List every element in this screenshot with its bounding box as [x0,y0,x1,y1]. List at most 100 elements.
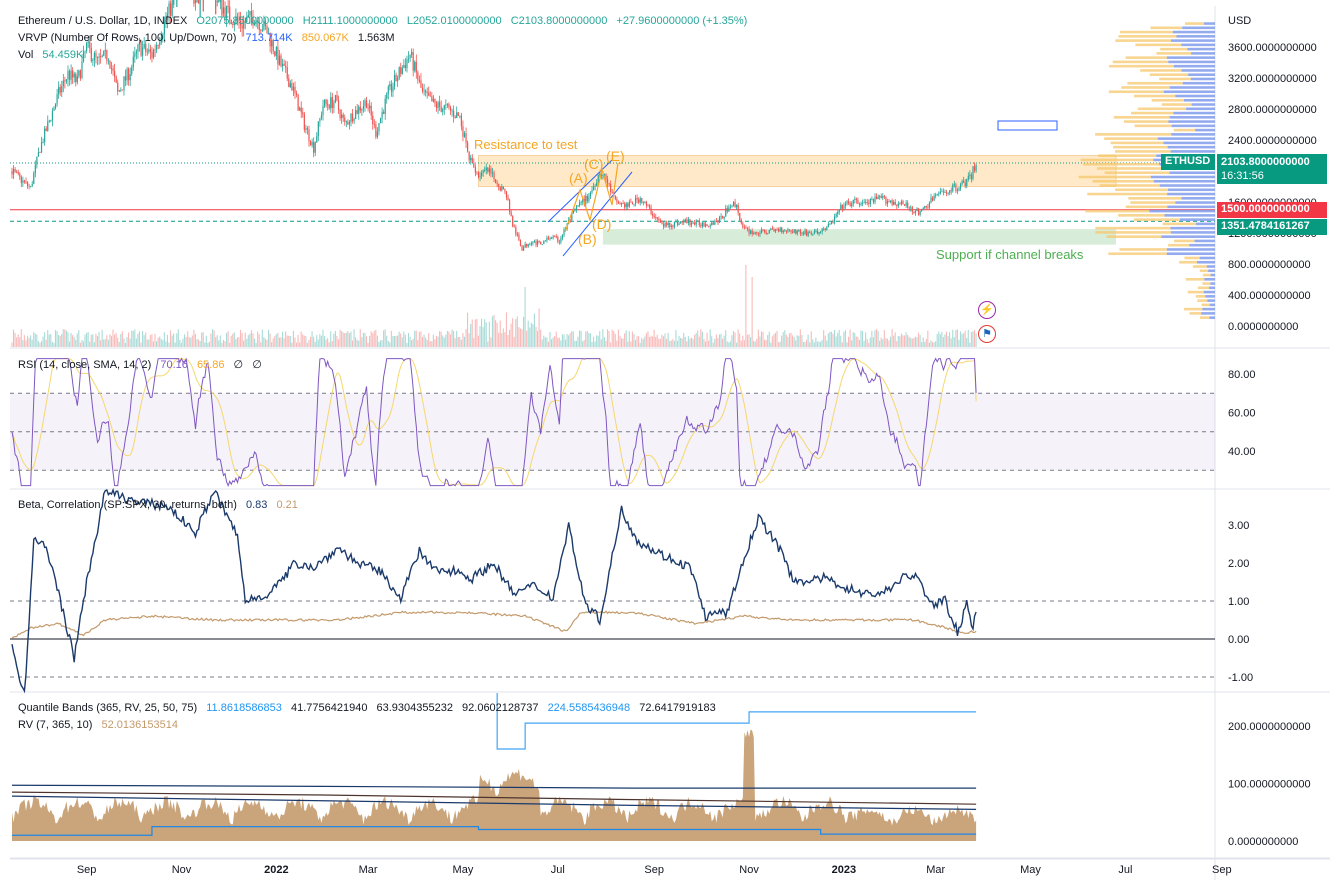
candle-body [619,203,621,205]
wave-label-e[interactable]: (E) [606,148,625,164]
volume-bar [309,336,312,347]
volume-bar [365,336,368,347]
volume-bar [826,340,828,347]
volume-bar [650,335,652,347]
candle-body [821,228,823,232]
vrvp-bar-up [1174,239,1195,243]
volume-bar [642,339,644,347]
candle-body [585,195,587,204]
volume-bar [44,332,46,347]
candle-body [123,76,125,91]
volume-bar [835,336,837,347]
vrvp-bar-down [1175,94,1215,98]
vrvp-bar-down [1150,175,1215,179]
volume-bar [437,336,439,347]
candle-body [569,219,571,221]
volume-bar [661,334,663,347]
candle-body [347,121,349,125]
volume-bar [115,332,117,347]
volume-bar [495,320,497,347]
candle-body [131,67,133,75]
volume-bar [311,331,313,347]
annotation-support[interactable]: Support if channel breaks [936,247,1084,262]
candle-body [697,220,699,222]
volume-bar [138,331,141,347]
volume-bar [333,333,335,347]
volume-bar [132,330,134,347]
vrvp-bar-up [1134,94,1176,98]
us-flag-icon[interactable]: ⚑ [978,325,996,343]
volume-bar [367,342,369,347]
volume-bar [305,335,307,347]
candle-body [457,112,459,116]
candle-body [278,55,281,65]
candle-body [297,94,299,111]
volume-bar [272,338,274,347]
volume-bar [507,334,509,347]
candle-body [756,232,758,234]
annotation-resistance[interactable]: Resistance to test [474,137,578,152]
volume-bar [42,336,44,347]
volume-bar [891,329,893,347]
volume-bar [718,334,721,347]
rsi-sma-value: 65.86 [196,359,225,371]
volume-bar [37,341,39,347]
candle-body [227,5,229,7]
volume-bar [350,331,352,347]
volume-bar [966,338,968,347]
vrvp-bar-down [1159,184,1215,187]
volume-bar [908,336,910,347]
volume-bar [241,333,243,347]
volume-bar [339,329,341,347]
volume-bar [283,338,285,347]
candle-body [718,217,721,223]
volume-bar [109,334,111,347]
candle-body [443,105,445,110]
candle-body [78,70,80,77]
candle-body [526,244,528,247]
volume-bar [804,342,806,347]
vrvp-bar-up [1133,218,1180,221]
volume-bar [675,330,677,347]
candle-body [571,213,573,221]
volume-bar [120,334,122,347]
volume-bar [602,329,604,347]
candle-body [345,121,347,123]
volume-bar [750,337,752,347]
volume-bar [638,336,640,347]
candle-body [896,204,898,206]
volume-bar [387,340,389,347]
volume-bar [620,338,623,347]
candle-body [159,42,161,46]
candle-body [135,51,137,54]
volume-bar [837,333,839,347]
lightning-icon[interactable]: ⚡ [978,301,996,319]
candle-body [958,188,960,191]
wave-label-a[interactable]: (A) [569,170,588,186]
volume-bar [854,332,856,347]
candle-body [933,195,935,201]
candle-body [751,230,753,235]
wave-label-c[interactable]: (C) [584,156,604,172]
volume-bar [445,334,447,347]
wave-label-d[interactable]: (D) [592,216,612,232]
volume-bar [754,341,756,347]
candle-body [218,0,220,2]
candle-body [154,49,156,51]
wave-label-b[interactable]: (B) [578,231,597,247]
candle-body [384,98,386,114]
candle-body [336,95,338,101]
volume-bar [126,337,128,347]
vrvp-bar-down [1199,256,1215,260]
candle-body [314,142,316,153]
candle-body [603,173,606,175]
volume-bar [827,333,829,347]
candle-body [126,68,128,81]
vol-legend: Vol 54.459K [18,49,89,61]
volume-bar [341,331,343,347]
volume-bar [527,320,529,347]
volume-bar [101,329,103,347]
candle-body [124,76,127,81]
candle-body [260,29,262,31]
